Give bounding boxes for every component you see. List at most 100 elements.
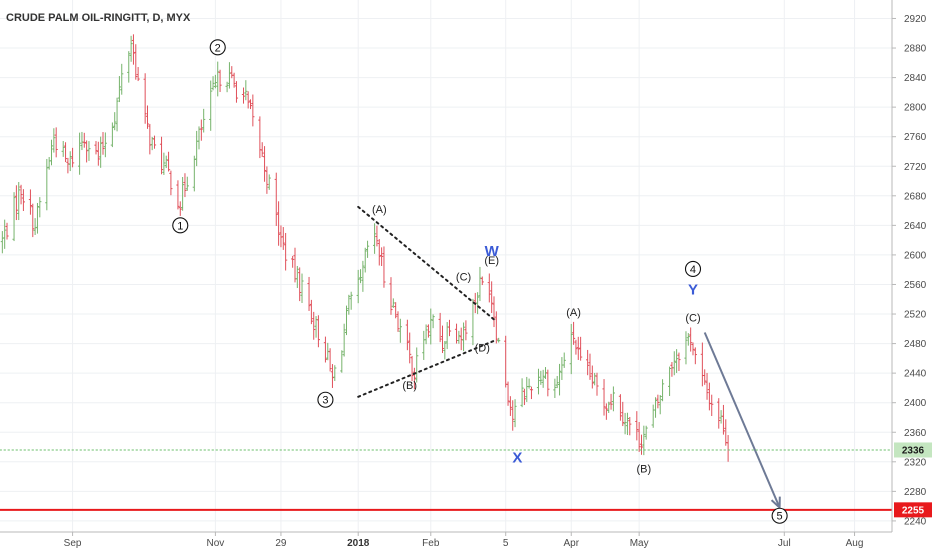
ohlc-bar — [248, 99, 253, 110]
price-label-box — [894, 442, 932, 458]
ohlc-bar — [527, 378, 531, 389]
ohlc-bar — [494, 311, 498, 344]
ohlc-bar — [623, 412, 627, 435]
y-tick-label: 2760 — [904, 132, 927, 143]
ohlc-bar — [693, 347, 697, 365]
ohlc-bar — [110, 122, 114, 148]
ohlc-bar — [342, 323, 346, 357]
ohlc-bar — [38, 197, 42, 218]
ohlc-bar — [295, 265, 299, 289]
ohlc-bar — [166, 151, 171, 172]
ohlc-bar — [28, 189, 33, 215]
ohlc-bar — [377, 239, 381, 266]
ohlc-bar — [136, 67, 140, 82]
ohlc-bar — [47, 157, 51, 170]
ohlc-bar — [415, 347, 419, 383]
ohlc-bar — [85, 140, 89, 163]
ohlc-bar — [569, 323, 573, 375]
ohlc-bar — [405, 319, 409, 351]
wave-label: (B) — [402, 380, 417, 392]
y-tick-label: 2280 — [904, 487, 927, 498]
x-tick-label: Aug — [846, 538, 864, 549]
ohlc-bar — [176, 180, 180, 210]
wave-label: (C) — [685, 313, 700, 325]
ohlc-bar — [689, 327, 693, 352]
ohlc-bar — [644, 425, 648, 440]
ohlc-bar — [192, 155, 196, 192]
x-tick-label: Nov — [206, 538, 224, 549]
ohlc-bar — [595, 372, 599, 396]
ohlc-bar — [316, 315, 321, 348]
ohlc-bar — [579, 336, 583, 361]
ohlc-bar — [251, 94, 255, 127]
ohlc-bar — [651, 404, 655, 428]
wave-number: 3 — [322, 395, 328, 407]
ohlc-bar — [127, 51, 131, 83]
ohlc-bar — [267, 174, 271, 190]
time-axis[interactable]: Sep Nov 29 2018 Feb 5 Apr May Jul Aug — [64, 532, 864, 549]
ohlc-bar — [307, 276, 311, 311]
ohlc-bar — [169, 170, 173, 196]
ohlc-bar — [707, 382, 711, 411]
ohlc-bar — [586, 349, 590, 376]
ohlc-bar — [660, 379, 665, 402]
ohlc-bar — [115, 97, 119, 132]
ohlc-bar — [284, 232, 288, 271]
x-tick-label: Feb — [422, 538, 440, 549]
ohlc-bar — [672, 351, 676, 376]
ohlc-bar — [61, 141, 65, 157]
ohlc-bar — [443, 340, 447, 360]
y-tick-label: 2440 — [904, 369, 927, 380]
y-tick-label: 2600 — [904, 250, 927, 261]
ohlc-bar — [684, 331, 688, 365]
ohlc-bar — [19, 184, 23, 205]
ohlc-bar — [183, 173, 187, 198]
ohlc-bar — [667, 366, 672, 396]
ohlc-bar — [553, 378, 557, 399]
wave-number: 5 — [777, 511, 783, 523]
price-label-box — [894, 502, 932, 518]
ohlc-bar — [422, 330, 426, 360]
ohlc-bar — [719, 410, 723, 424]
ohlc-bar — [457, 330, 461, 344]
ohlc-bar — [557, 363, 562, 396]
ohlc-bar — [424, 324, 428, 345]
ohlc-bar — [529, 386, 534, 400]
ohlc-bar — [677, 352, 681, 371]
ohlc-bar — [293, 247, 297, 283]
x-tick-label: Jul — [778, 538, 791, 549]
ohlc-bar — [431, 314, 435, 329]
ohlc-bar — [604, 403, 608, 420]
ohlc-bar — [398, 318, 402, 343]
ohlc-bar — [281, 227, 285, 250]
ohlc-bar — [560, 357, 564, 380]
ohlc-bar — [181, 176, 185, 211]
ohlc-bar — [3, 219, 7, 249]
ohlc-bar — [344, 305, 349, 336]
ohlc-bar — [309, 299, 313, 325]
ohlc-bar — [562, 352, 566, 368]
ohlc-bar — [21, 189, 26, 212]
ohlc-bar — [487, 273, 491, 303]
ohlc-bar — [117, 76, 122, 103]
price-label-text: 2336 — [902, 445, 925, 456]
ohlc-bar — [637, 421, 641, 452]
ohlc-bar — [461, 322, 466, 352]
wave-annotations: 1 2 3 4 5 (A) (B) (C) (D) (E)W X (A) (B) Y (C) — [172, 39, 788, 524]
y-tick-label: 2720 — [904, 162, 927, 173]
ohlc-bar — [70, 147, 75, 168]
ohlc-bar — [265, 166, 269, 194]
y-tick-label: 2400 — [904, 398, 927, 409]
ohlc-bar — [611, 386, 615, 412]
y-tick-label: 2360 — [904, 428, 927, 439]
ohlc-bar — [675, 349, 679, 373]
chart-title: CRUDE PALM OIL-RINGITT, D, MYX — [6, 12, 191, 24]
wave-label-circled: 4 — [684, 260, 702, 278]
price-axis[interactable]: 2240 2280 2320 2360 2400 2440 2480 2520 2560 2600… — [892, 14, 927, 527]
ohlc-bar — [590, 365, 594, 389]
wave-circle — [771, 507, 788, 524]
ohlc-bar — [447, 319, 452, 337]
ohlc-bar — [216, 61, 220, 97]
price-label-text: 2255 — [902, 505, 925, 516]
